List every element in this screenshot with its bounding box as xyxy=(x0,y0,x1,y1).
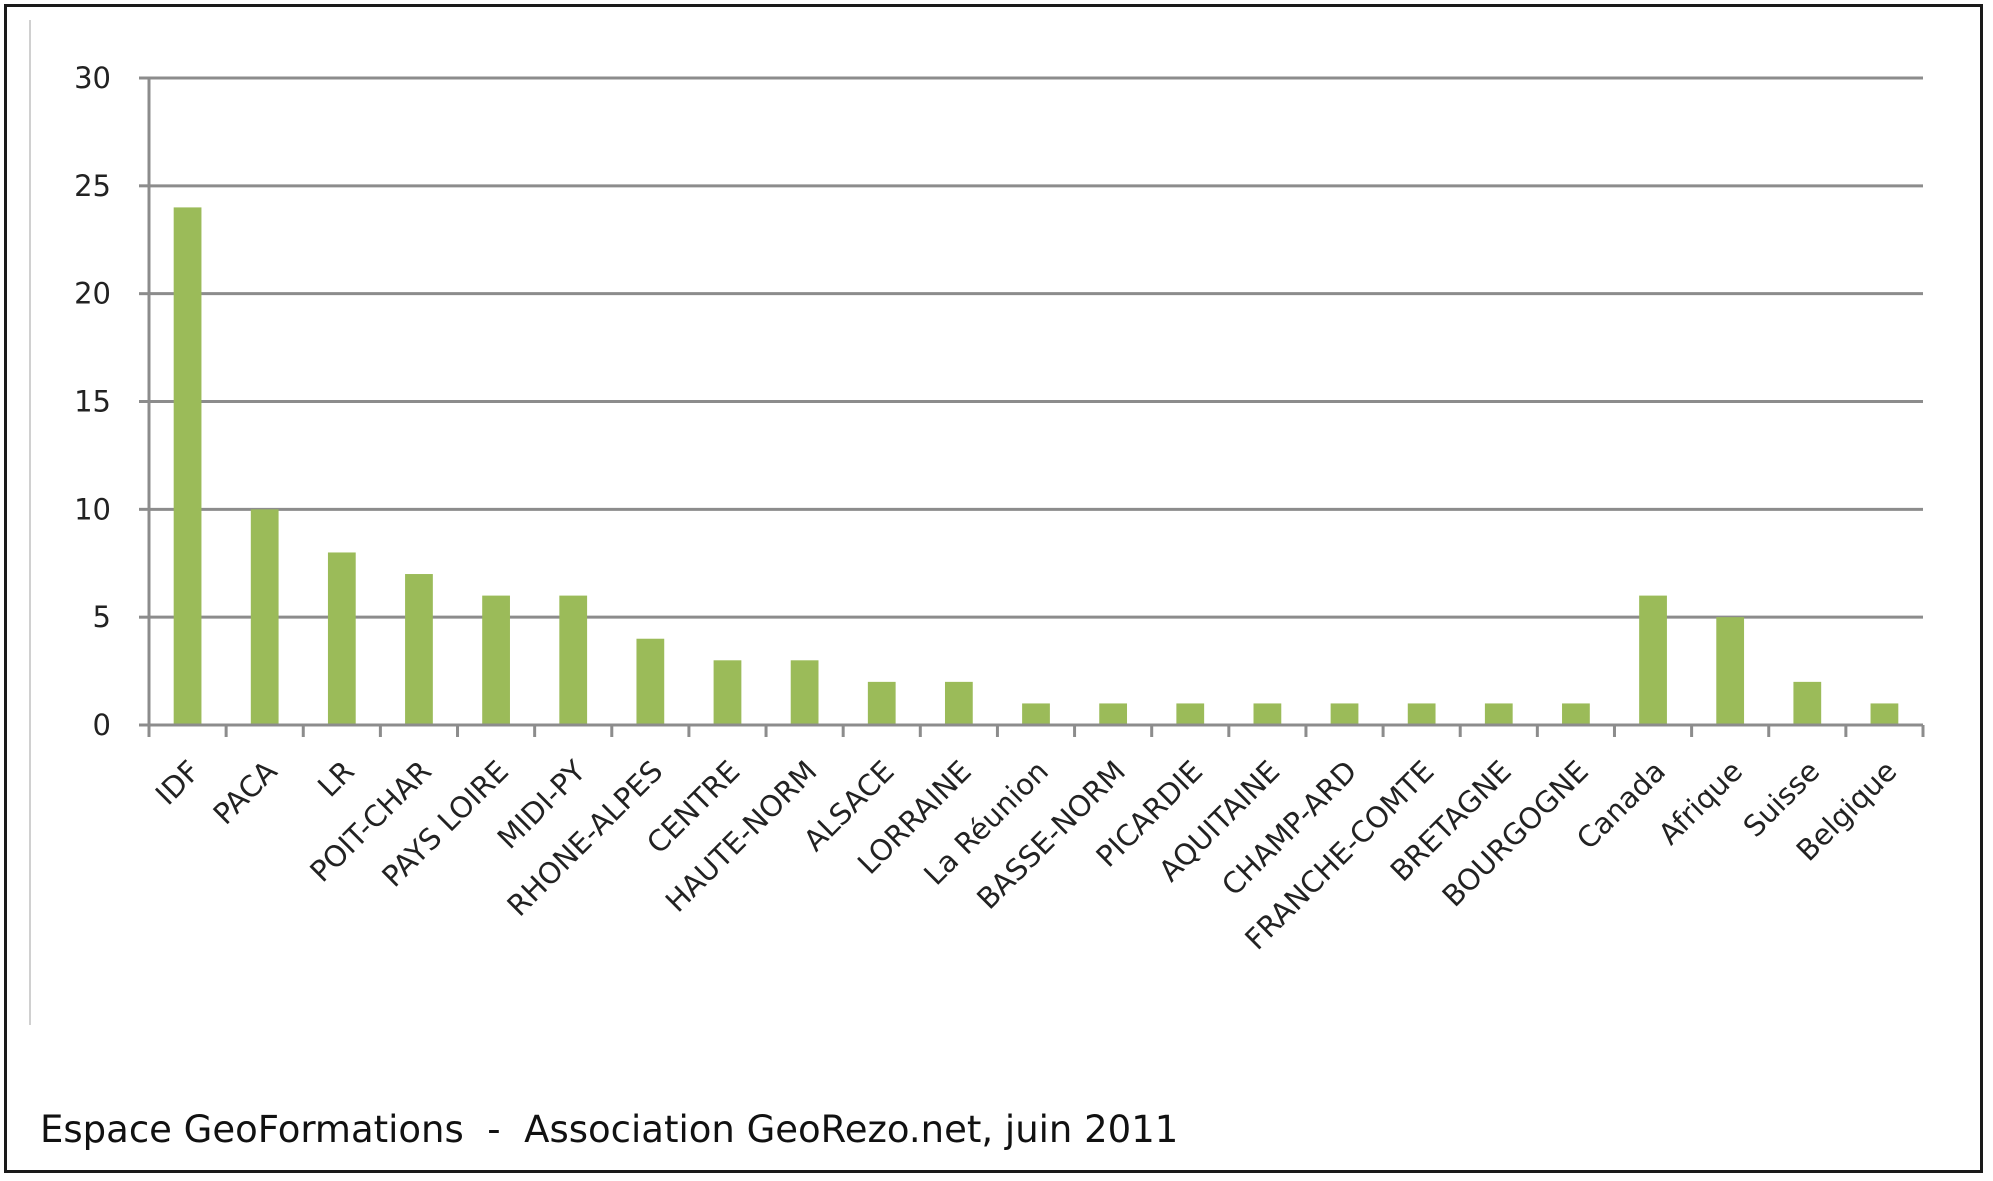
bar-lorraine xyxy=(944,681,973,725)
x-tick-label: IDF xyxy=(149,754,207,812)
bar-rhone-alpes xyxy=(636,638,665,725)
y-tick-label: 15 xyxy=(74,385,111,419)
caption: Espace GeoFormations - Association GeoRe… xyxy=(40,1108,1179,1151)
bar-picardie xyxy=(1176,703,1205,725)
bar-champ-ard xyxy=(1330,703,1359,725)
bar-la-r-union xyxy=(1022,703,1050,725)
bar-poit-char xyxy=(405,574,433,725)
y-tick-label: 10 xyxy=(74,492,111,526)
bar-midi-py xyxy=(559,595,588,725)
bar-paca xyxy=(250,509,279,725)
bar-haute-norm xyxy=(790,660,819,725)
bar-franche-comte xyxy=(1407,703,1436,725)
bar-basse-norm xyxy=(1099,703,1128,725)
bar-bourgogne xyxy=(1562,703,1590,725)
bar-centre xyxy=(713,660,742,725)
bar-idf xyxy=(173,207,202,725)
x-tick-label: PACA xyxy=(207,754,284,831)
bar-suisse xyxy=(1793,681,1822,725)
y-tick-label: 0 xyxy=(93,708,111,742)
bar-pays-loire xyxy=(482,595,510,725)
bar-lr xyxy=(327,552,356,725)
y-tick-label: 5 xyxy=(93,600,111,634)
bar-aquitaine xyxy=(1253,703,1282,725)
x-tick-label: Afrique xyxy=(1652,754,1749,851)
y-tick-label: 25 xyxy=(74,169,111,203)
bar-alsace xyxy=(867,681,896,725)
y-tick-label: 30 xyxy=(74,61,111,95)
bar-belgique xyxy=(1870,703,1899,725)
bar-bretagne xyxy=(1484,703,1513,725)
bar-canada xyxy=(1639,595,1667,725)
x-tick-label: LR xyxy=(311,754,361,804)
bar-afrique xyxy=(1716,617,1745,725)
y-tick-label: 20 xyxy=(74,277,111,311)
